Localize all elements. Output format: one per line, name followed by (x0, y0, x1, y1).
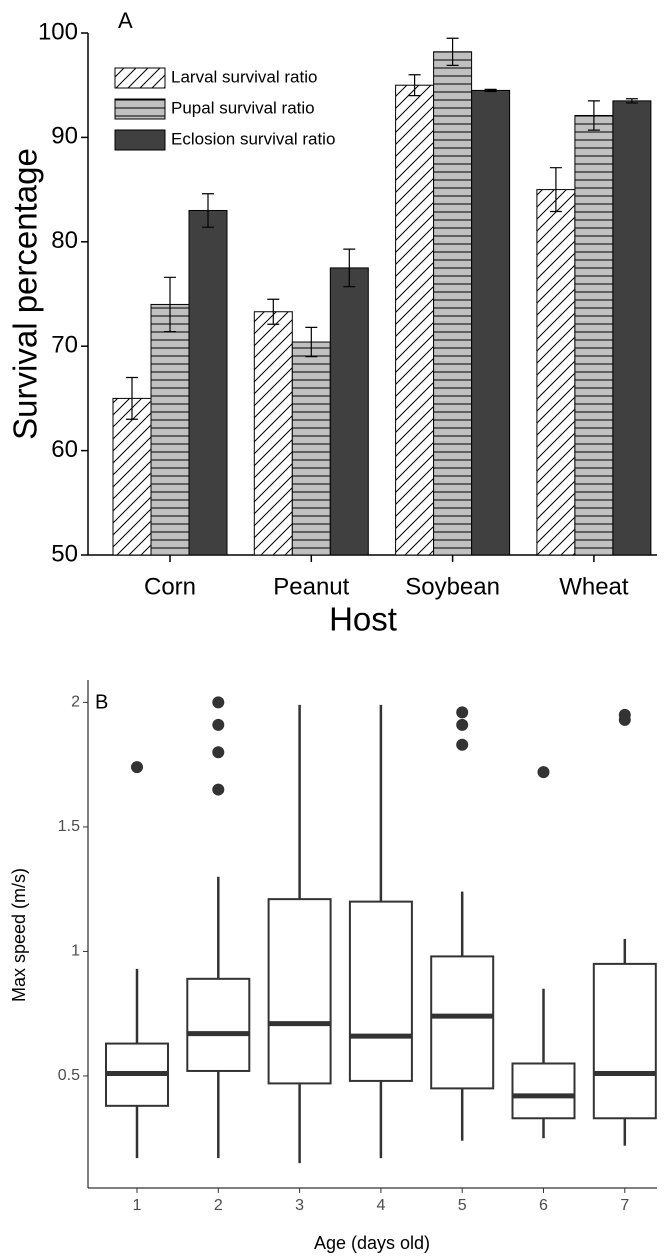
box (186, 977, 251, 1072)
bar (536, 189, 576, 556)
bar (471, 89, 511, 556)
x-tick-label: Soybean (405, 573, 500, 600)
outlier (212, 718, 225, 731)
error-bar (625, 98, 638, 104)
outlier (212, 783, 225, 796)
x-tick-label: 4 (376, 1197, 385, 1214)
x-tick-label: Wheat (559, 573, 629, 600)
legend-swatch (114, 129, 166, 151)
panel-label: A (118, 8, 133, 33)
error-bar (549, 167, 562, 213)
bar (291, 341, 331, 556)
outlier (456, 718, 469, 731)
y-tick-label: 50 (51, 540, 78, 567)
bar (612, 100, 652, 556)
bar (188, 209, 228, 556)
outlier (537, 766, 550, 779)
outlier (212, 696, 225, 709)
error-bar (587, 100, 600, 131)
x-tick-label: 2 (214, 1197, 223, 1214)
y-tick-label: 60 (51, 436, 78, 463)
panel-label: B (95, 691, 108, 713)
bar (112, 397, 152, 556)
error-bar (126, 376, 138, 420)
error-bar (305, 326, 318, 358)
y-tick-label: 1.5 (58, 818, 80, 835)
y-tick-label: 70 (51, 332, 78, 359)
y-tick-label: 100 (38, 18, 78, 45)
bar (253, 311, 293, 556)
x-tick-label: Corn (144, 573, 196, 600)
y-tick-label: 90 (51, 123, 78, 150)
x-tick-label: 3 (295, 1197, 304, 1214)
bar (150, 303, 190, 556)
x-tick-label: 5 (458, 1197, 467, 1214)
legend-swatch (114, 98, 166, 120)
x-tick-label: 7 (620, 1197, 629, 1214)
x-axis-label: Age (days old) (314, 1233, 430, 1253)
box (430, 955, 495, 1090)
legend-swatch (114, 67, 166, 89)
outlier (456, 738, 469, 751)
legend-label: Larval survival ratio (171, 67, 317, 86)
error-bar (343, 248, 356, 288)
outlier (212, 746, 225, 759)
bar (574, 114, 614, 556)
y-tick-label: 1 (71, 943, 80, 960)
bar (395, 84, 435, 556)
x-tick-label: 6 (539, 1197, 548, 1214)
y-axis-label: Max speed (m/s) (9, 868, 29, 1002)
box (348, 900, 413, 1082)
error-bar (408, 74, 421, 97)
error-bar (164, 276, 176, 333)
box (267, 898, 332, 1085)
legend-label: Pupal survival ratio (171, 98, 315, 117)
error-bar (446, 37, 459, 66)
bar (433, 51, 473, 556)
box (511, 1062, 576, 1120)
box (592, 962, 657, 1120)
x-axis-label: Host (329, 601, 397, 638)
x-tick-label: 1 (133, 1197, 142, 1214)
outlier (618, 708, 631, 721)
legend-label: Eclosion survival ratio (171, 129, 335, 148)
error-bar (202, 193, 214, 228)
y-axis-label: Survival percentage (7, 148, 44, 440)
error-bar (484, 88, 497, 93)
bar (329, 267, 369, 556)
outlier (456, 706, 469, 719)
y-tick-label: 2 (71, 694, 80, 711)
y-tick-label: 80 (51, 227, 78, 254)
x-tick-label: Peanut (273, 573, 349, 600)
outlier (131, 761, 143, 774)
y-tick-label: 0.5 (58, 1067, 80, 1084)
error-bar (267, 298, 280, 325)
